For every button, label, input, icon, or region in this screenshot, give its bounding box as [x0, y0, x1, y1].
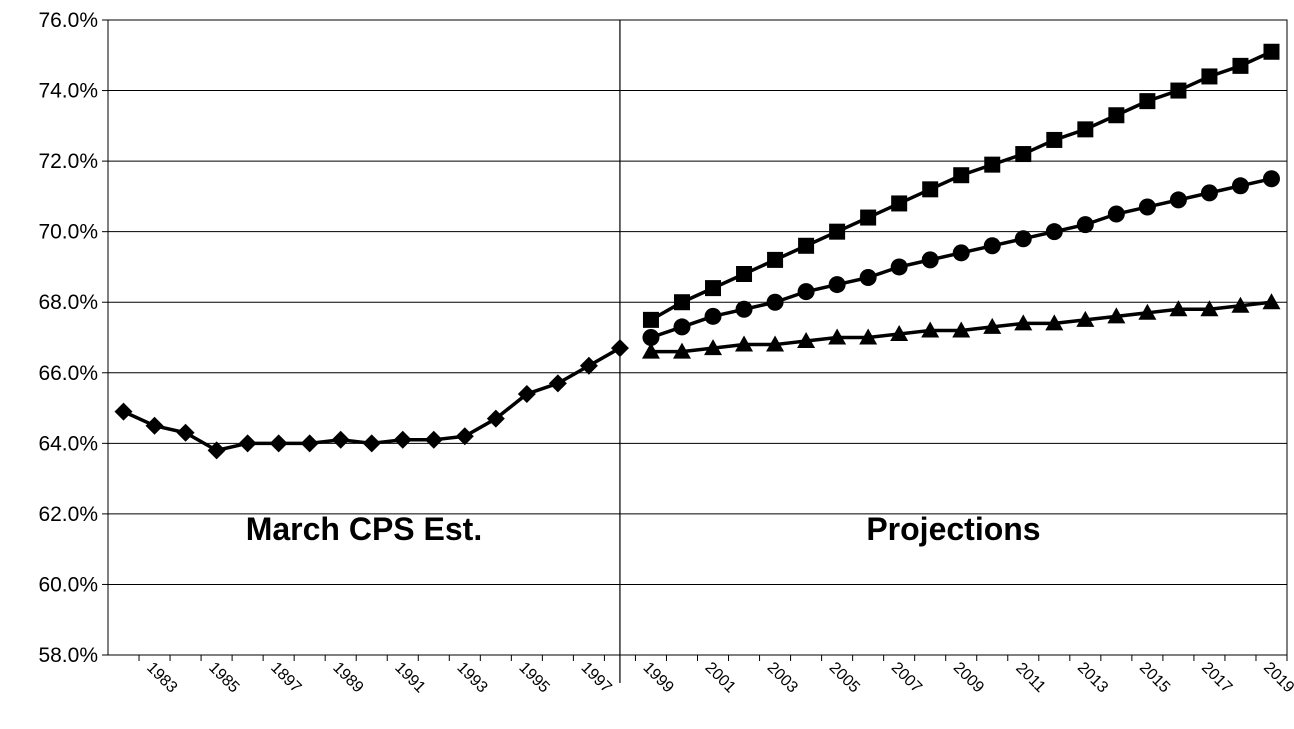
marker	[859, 328, 878, 345]
marker	[642, 311, 659, 328]
marker	[1015, 146, 1032, 163]
marker	[300, 434, 319, 453]
annotation: Projections	[866, 511, 1040, 547]
marker	[642, 329, 660, 346]
marker	[1046, 131, 1063, 148]
marker	[797, 283, 815, 301]
marker	[767, 251, 784, 268]
marker	[891, 195, 908, 212]
marker	[455, 427, 474, 446]
marker	[890, 258, 908, 276]
marker	[1201, 68, 1218, 85]
marker	[1169, 300, 1188, 317]
marker	[983, 317, 1002, 334]
marker	[672, 342, 691, 359]
marker	[921, 321, 940, 338]
marker	[735, 335, 754, 352]
marker	[517, 384, 536, 403]
marker	[1231, 177, 1249, 195]
marker	[705, 280, 722, 297]
marker	[704, 339, 723, 356]
marker	[1231, 296, 1250, 313]
y-tick-label: 62.0%	[38, 503, 98, 526]
marker	[860, 209, 877, 226]
y-tick-label: 72.0%	[38, 150, 98, 173]
marker	[238, 434, 257, 453]
marker	[952, 244, 970, 262]
marker	[548, 374, 567, 393]
marker	[952, 321, 971, 338]
marker	[207, 441, 226, 460]
marker	[859, 269, 877, 287]
marker	[890, 324, 909, 341]
marker	[579, 356, 598, 375]
y-tick-label: 70.0%	[38, 221, 98, 244]
marker	[953, 167, 970, 184]
marker	[1170, 82, 1187, 99]
marker	[1262, 293, 1281, 310]
marker	[704, 307, 722, 325]
marker	[1014, 314, 1033, 331]
marker	[766, 335, 785, 352]
marker	[145, 416, 164, 435]
marker	[1139, 93, 1156, 110]
marker	[269, 434, 288, 453]
marker	[1263, 43, 1280, 60]
marker	[828, 276, 846, 294]
marker	[922, 181, 939, 198]
marker	[362, 434, 381, 453]
marker	[424, 430, 443, 449]
marker	[735, 300, 753, 318]
marker	[610, 339, 629, 358]
marker	[736, 266, 753, 282]
marker	[1107, 307, 1126, 324]
marker	[828, 328, 847, 345]
marker	[1200, 300, 1219, 317]
marker	[1138, 198, 1156, 216]
marker	[641, 342, 660, 359]
marker	[1076, 216, 1094, 234]
marker	[393, 430, 412, 449]
marker	[984, 156, 1001, 173]
y-tick-label: 66.0%	[38, 362, 98, 385]
marker	[1169, 191, 1187, 209]
marker	[921, 251, 939, 269]
marker	[114, 402, 133, 421]
y-tick-label: 58.0%	[38, 644, 98, 667]
marker	[1045, 314, 1064, 331]
marker	[673, 294, 690, 311]
marker	[766, 293, 784, 311]
marker	[486, 409, 505, 428]
marker	[1200, 184, 1218, 202]
marker	[1045, 223, 1063, 241]
marker	[331, 430, 350, 449]
marker	[673, 318, 691, 336]
y-tick-label: 60.0%	[38, 573, 98, 596]
marker	[829, 223, 846, 240]
y-tick-label: 64.0%	[38, 432, 98, 455]
marker	[983, 237, 1001, 255]
marker	[1138, 303, 1157, 320]
marker	[797, 332, 816, 349]
marker	[1232, 57, 1249, 74]
annotation: March CPS Est.	[246, 511, 483, 547]
y-tick-label: 74.0%	[38, 80, 98, 103]
y-tick-label: 68.0%	[38, 291, 98, 314]
y-tick-label: 76.0%	[38, 9, 98, 32]
marker	[1077, 121, 1094, 138]
marker	[1014, 230, 1032, 248]
marker	[176, 423, 195, 442]
marker	[1076, 310, 1095, 327]
marker	[1262, 170, 1280, 188]
marker	[798, 237, 815, 254]
marker	[1108, 107, 1125, 124]
marker	[1107, 205, 1125, 223]
